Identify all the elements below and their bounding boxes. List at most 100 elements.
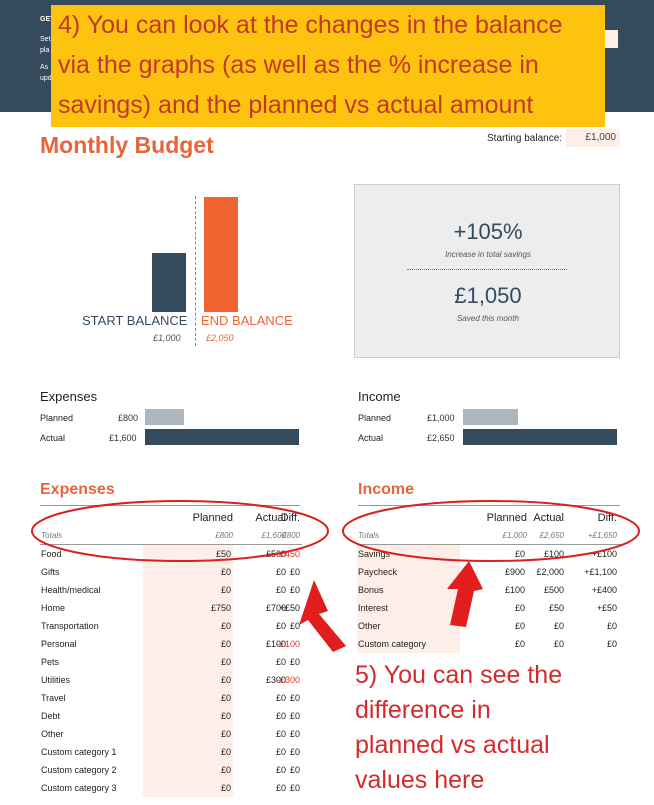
header-text-line: As — [40, 64, 49, 71]
planned-cell[interactable]: £0 — [143, 563, 233, 581]
income-planned-bar — [463, 409, 518, 425]
table-header-row: Planned Actual Diff. — [40, 509, 302, 527]
totals-diff: -£800 — [279, 531, 300, 540]
table-row: Custom category 2 £0 £0 £0 — [40, 761, 302, 779]
planned-cell[interactable]: £0 — [143, 635, 233, 653]
diff-cell: £0 — [606, 621, 617, 631]
table-row: Home £750 £700 +£50 — [40, 599, 302, 617]
category-name[interactable]: Other — [357, 617, 460, 635]
category-name[interactable]: Paycheck — [357, 563, 460, 581]
totals-row: Totals £1,000 £2,650 +£1,650 — [357, 527, 621, 545]
planned-cell[interactable]: £0 — [460, 635, 527, 653]
table-row: Interest £0 £50 +£50 — [357, 599, 621, 617]
planned-cell[interactable]: £100 — [460, 581, 527, 599]
category-name[interactable]: Home — [41, 603, 66, 613]
actual-cell: £700 — [265, 603, 286, 613]
table-row: Bonus £100 £500 +£400 — [357, 581, 621, 599]
category-name[interactable]: Food — [41, 549, 62, 559]
category-name[interactable]: Debt — [41, 711, 61, 721]
category-name[interactable]: Utilities — [41, 675, 71, 685]
end-balance-value: £2,050 — [206, 333, 234, 343]
diff-cell: £0 — [289, 711, 300, 721]
starting-balance-input[interactable]: £1,000 — [566, 129, 620, 147]
category-name[interactable]: Custom category 3 — [41, 783, 117, 793]
diff-cell: £0 — [289, 765, 300, 775]
planned-cell[interactable]: £750 — [143, 599, 233, 617]
totals-actual: £2,650 — [539, 531, 564, 540]
category-name[interactable]: Custom category 2 — [41, 765, 117, 775]
diff-cell: £0 — [289, 693, 300, 703]
table-row: Other £0 £0 £0 — [357, 617, 621, 635]
planned-cell[interactable]: £0 — [460, 545, 527, 563]
diff-cell: +£400 — [591, 585, 617, 595]
planned-cell[interactable]: £0 — [143, 689, 233, 707]
category-name[interactable]: Bonus — [357, 581, 460, 599]
increase-label: Increase in total savings — [445, 250, 531, 259]
expenses-planned-value: £800 — [118, 413, 139, 423]
category-name[interactable]: Health/medical — [41, 585, 101, 595]
expenses-table: Planned Actual Diff. Totals £800 £1,600 … — [40, 509, 302, 799]
planned-cell[interactable]: £0 — [460, 599, 527, 617]
planned-cell[interactable]: £0 — [143, 617, 233, 635]
callout-line: planned vs actual — [355, 731, 550, 759]
increase-percent: +105% — [453, 219, 523, 244]
planned-cell[interactable]: £0 — [143, 725, 233, 743]
actual-cell: £0 — [275, 783, 286, 793]
header-text-line: pla — [40, 47, 50, 54]
actual-cell: £50 — [548, 603, 564, 613]
actual-cell: £0 — [275, 747, 286, 757]
actual-cell: £0 — [275, 711, 286, 721]
callout-line: 5) You can see the — [355, 661, 563, 689]
diff-cell: £0 — [289, 729, 300, 739]
income-planned-value: £1,000 — [427, 413, 455, 423]
planned-cell[interactable]: £0 — [143, 671, 233, 689]
actual-cell: £0 — [275, 621, 286, 631]
planned-cell[interactable]: £0 — [143, 761, 233, 779]
category-name[interactable]: Custom category 1 — [41, 747, 117, 757]
callout-line: savings) and the planned vs actual amoun… — [58, 91, 534, 119]
category-name[interactable]: Other — [41, 729, 64, 739]
column-header-diff: Diff. — [280, 512, 300, 524]
category-name[interactable]: Personal — [41, 639, 77, 649]
category-name[interactable]: Interest — [357, 599, 460, 617]
expenses-overview-title: Expenses — [40, 389, 98, 404]
table-row: Other £0 £0 £0 — [40, 725, 302, 743]
table-row: Paycheck £900 £2,000 +£1,100 — [357, 563, 621, 581]
category-name[interactable]: Transportation — [41, 621, 99, 631]
totals-label: Totals — [358, 531, 380, 540]
planned-cell[interactable]: £0 — [143, 581, 233, 599]
category-name[interactable]: Savings — [357, 545, 460, 563]
category-name[interactable]: Gifts — [41, 567, 60, 577]
table-row: Custom category 1 £0 £0 £0 — [40, 743, 302, 761]
category-name[interactable]: Travel — [41, 693, 66, 703]
planned-cell[interactable]: £0 — [460, 617, 527, 635]
planned-cell[interactable]: £0 — [143, 743, 233, 761]
expenses-table-title: Expenses — [40, 481, 115, 498]
table-row: Transportation £0 £0 £0 — [40, 617, 302, 635]
annotation-callout-5: 5) You can see the difference in planned… — [355, 658, 562, 798]
table-row: Travel £0 £0 £0 — [40, 689, 302, 707]
actual-cell: £300 — [265, 675, 286, 685]
income-title-underline — [358, 505, 620, 506]
expenses-planned-bar — [145, 409, 184, 425]
diff-cell: £0 — [289, 783, 300, 793]
totals-diff: +£1,650 — [587, 531, 617, 540]
planned-cell[interactable]: £900 — [460, 563, 527, 581]
header-title: GET — [40, 16, 55, 23]
start-balance-bar — [152, 253, 186, 312]
diff-cell: £0 — [289, 585, 300, 595]
column-header-actual: Actual — [533, 512, 564, 524]
category-name[interactable]: Pets — [41, 657, 60, 667]
diff-cell: -£450 — [276, 549, 300, 559]
planned-cell[interactable]: £0 — [143, 707, 233, 725]
arrow-icon — [299, 580, 346, 652]
planned-cell[interactable]: £0 — [143, 653, 233, 671]
totals-label: Totals — [41, 531, 63, 540]
planned-cell[interactable]: £0 — [143, 779, 233, 797]
actual-cell: £0 — [275, 585, 286, 595]
totals-row: Totals £800 £1,600 -£800 — [40, 527, 302, 545]
category-name[interactable]: Custom category — [357, 635, 460, 653]
diff-cell: £0 — [289, 621, 300, 631]
planned-cell[interactable]: £50 — [143, 545, 233, 563]
diff-cell: -£300 — [276, 675, 300, 685]
